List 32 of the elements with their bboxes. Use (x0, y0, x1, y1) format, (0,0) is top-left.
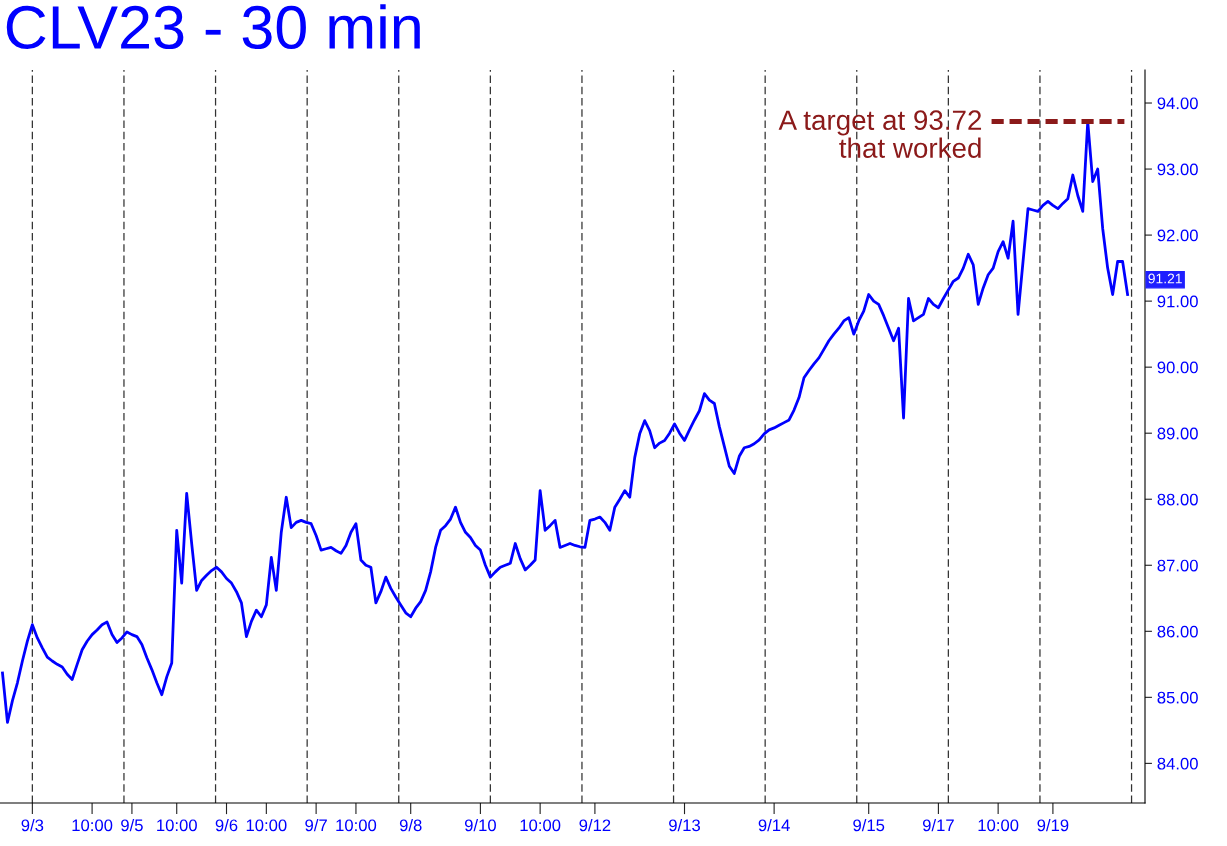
y-tick-label: 93.00 (1157, 163, 1198, 176)
y-tick-label: 91.00 (1157, 295, 1198, 308)
x-tick-label: 9/3 (21, 818, 44, 832)
y-tick-label: 89.00 (1157, 427, 1198, 440)
x-tick-label: 9/15 (853, 818, 885, 832)
y-tick-label: 84.00 (1157, 757, 1198, 770)
x-tick-label: 9/8 (399, 818, 422, 832)
y-tick-label: 88.00 (1157, 493, 1198, 506)
x-tick-label: 9/14 (758, 818, 790, 832)
text: 91.21 (1148, 273, 1182, 284)
x-tick-label: 10:00 (157, 819, 197, 832)
x-tick-label: 10:00 (72, 819, 113, 832)
y-tick-label: 86.00 (1157, 625, 1198, 638)
x-tick-label: 10:00 (246, 819, 287, 832)
ref-line-label: A target at 93.72 that worked (778, 110, 982, 158)
y-tick-label: 85.00 (1157, 691, 1198, 704)
x-tick-label: 9/7 (305, 818, 327, 832)
x-tick-label: 9/13 (669, 818, 700, 832)
y-tick-label: 92.00 (1157, 229, 1198, 242)
x-tick-label: 10:00 (520, 819, 561, 832)
x-tick-label: 10:00 (978, 819, 1019, 832)
x-tick-label: 9/19 (1037, 818, 1069, 832)
x-tick-label: 9/10 (464, 818, 496, 832)
x-tick-label: 10:00 (336, 819, 377, 832)
y-tick-label: 90.00 (1157, 361, 1198, 374)
y-tick-label: 94.00 (1157, 97, 1198, 110)
y-tick-label: 87.00 (1157, 559, 1198, 572)
x-tick-label: 9/5 (121, 818, 143, 832)
chart-title: CLV23 - 30 min (6, 4, 420, 50)
x-tick-label: 9/12 (579, 818, 611, 832)
x-tick-label: 9/6 (215, 818, 238, 832)
x-tick-label: 9/17 (922, 818, 954, 832)
